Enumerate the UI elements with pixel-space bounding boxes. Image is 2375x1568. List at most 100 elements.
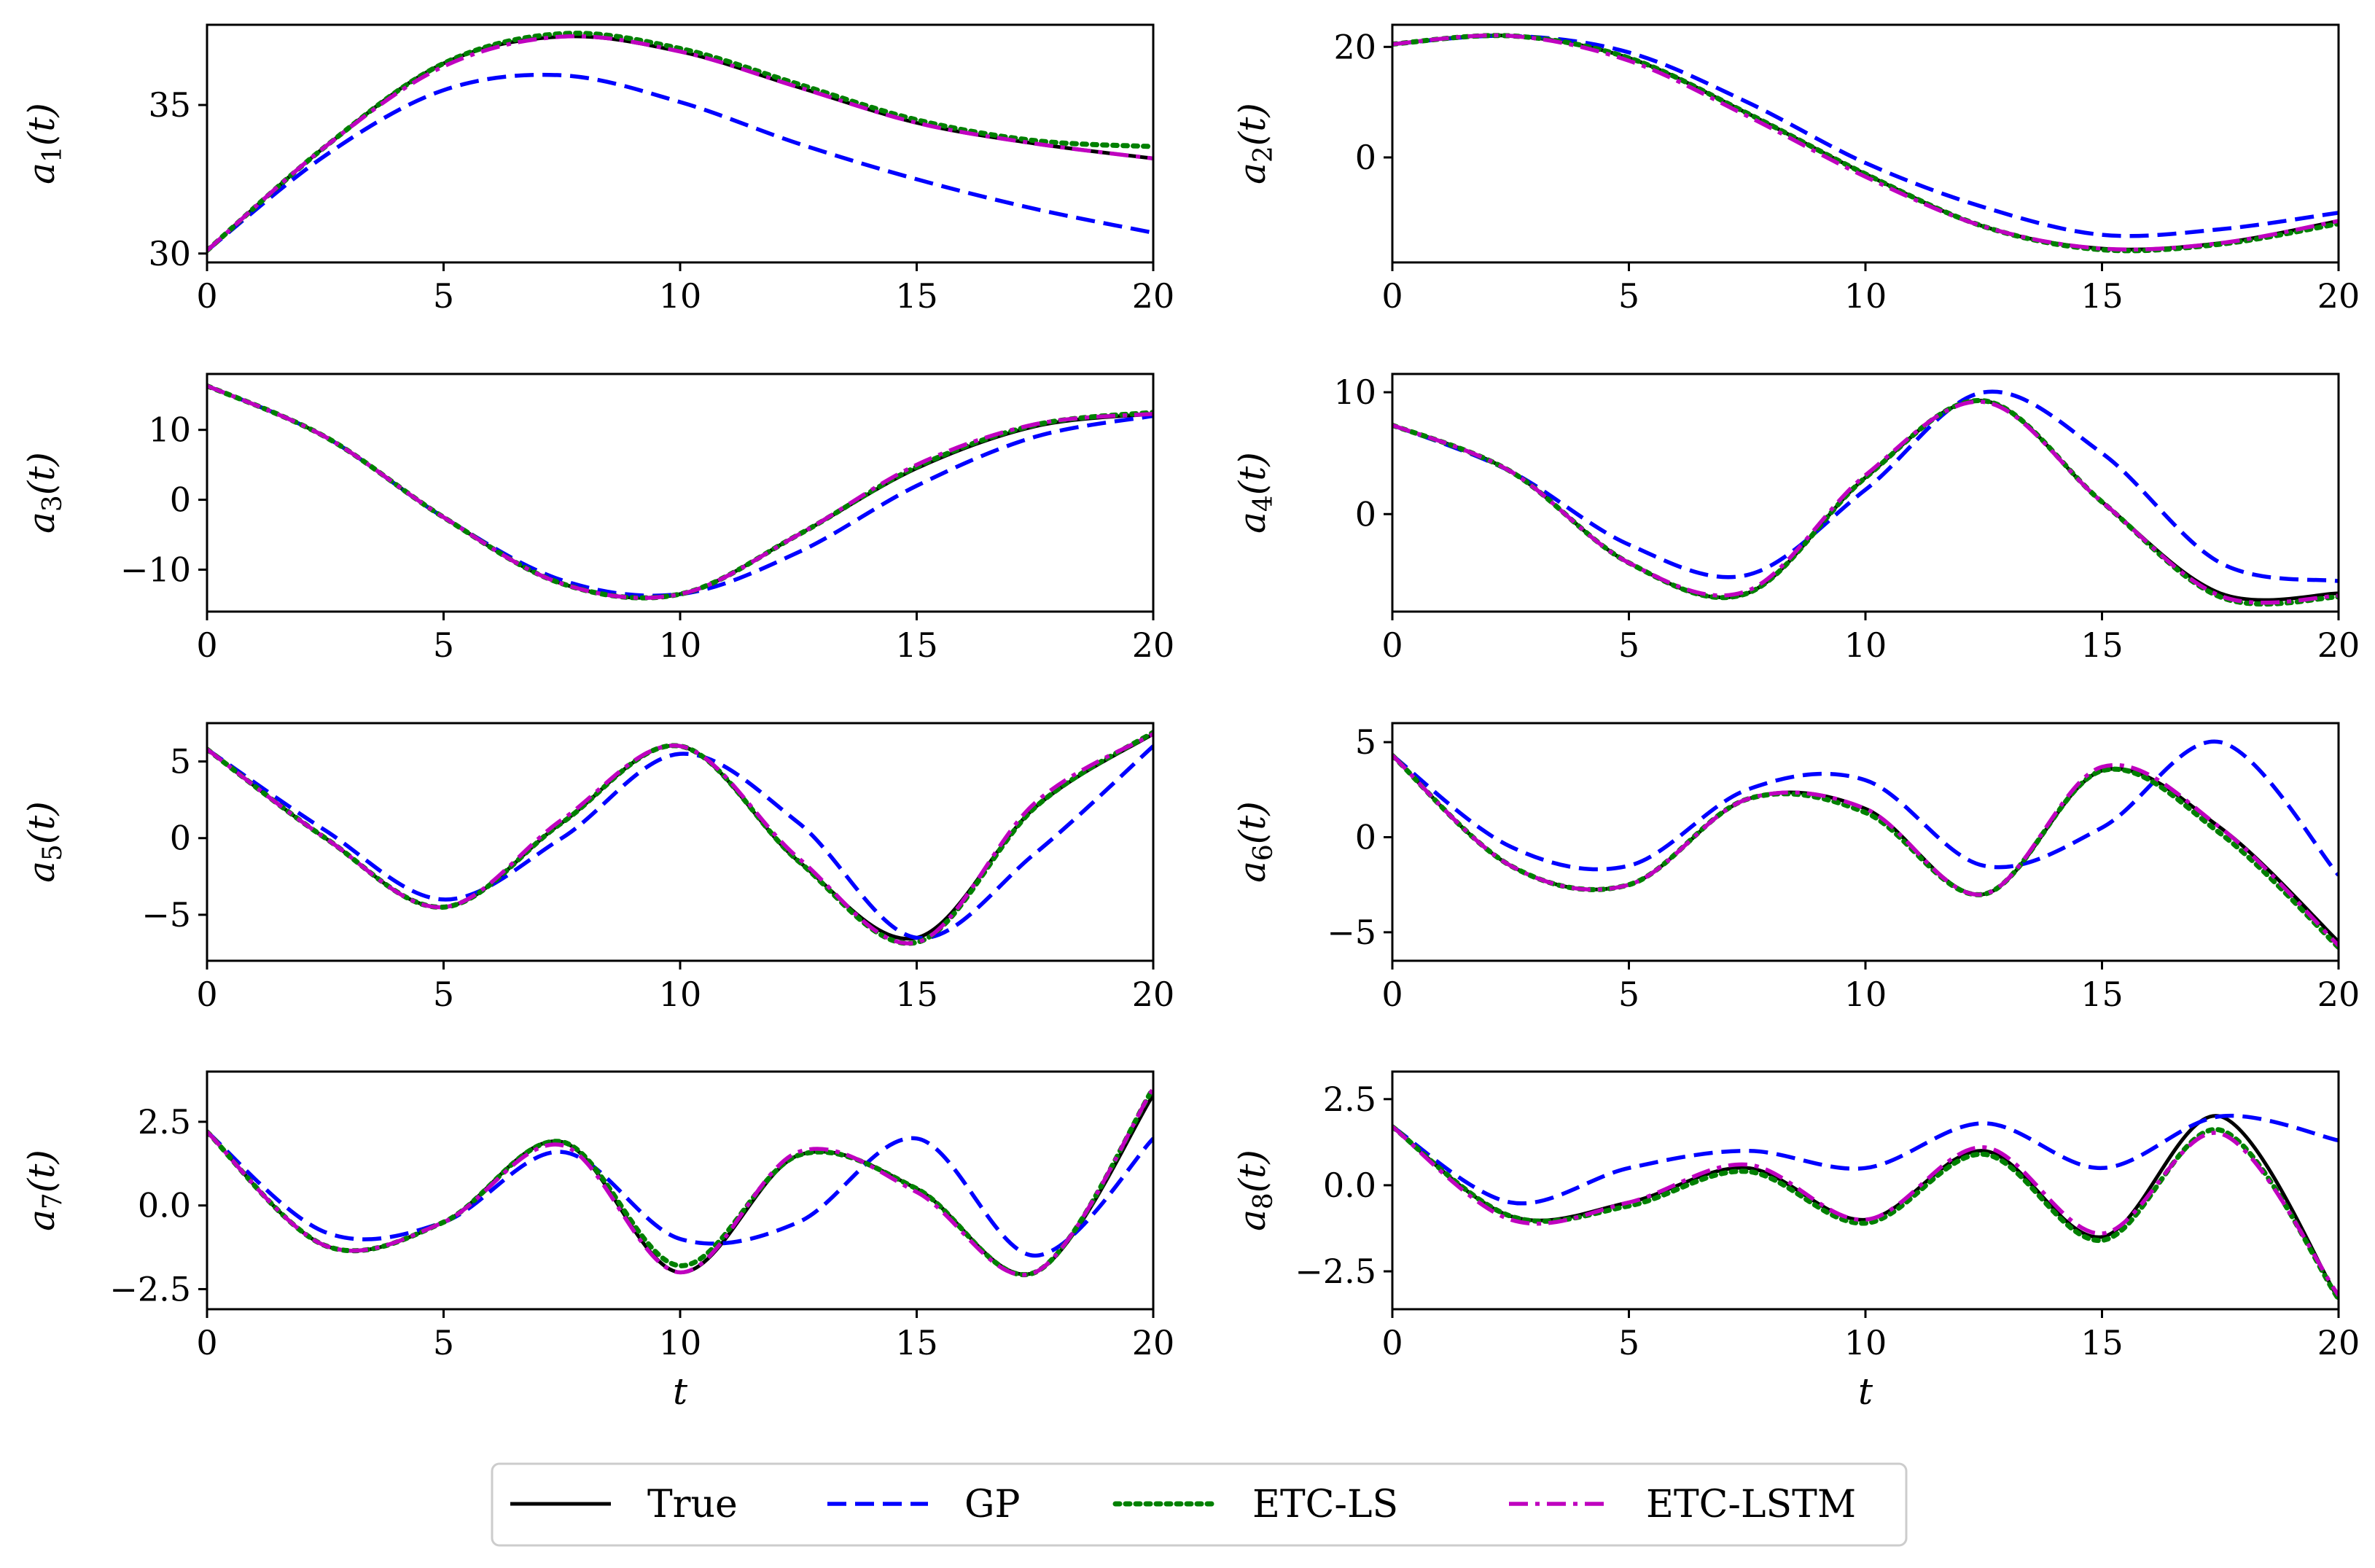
series-line-gp — [1392, 739, 2339, 877]
x-tick-label: 5 — [433, 276, 454, 316]
y-tick-label: 0 — [170, 480, 191, 520]
subplot-7: 0 5 10 15 20 −2.5 0.0 2.5 a7(t) t — [20, 1070, 1175, 1413]
y-tick-label: −2.5 — [109, 1269, 191, 1308]
series-line-etc-lstm — [207, 1087, 1153, 1277]
plot-frame — [1391, 23, 2340, 264]
subplot-1: 0 5 10 15 20 30 35 a1(t) — [20, 23, 1175, 316]
x-tick-label: 20 — [1132, 1323, 1175, 1362]
series-group — [1392, 1113, 2339, 1302]
series-line-gp — [207, 72, 1153, 252]
legend-entry-etc-lstm: ETC-LSTM — [1509, 1483, 1856, 1526]
x-tick-label: 20 — [2317, 276, 2360, 316]
x-tick-label: 20 — [1132, 276, 1175, 316]
series-line-true — [1392, 1114, 2339, 1300]
plot-frame — [206, 722, 1155, 962]
x-tick-label: 5 — [1618, 276, 1639, 316]
y-axis-label: a6(t) — [1231, 801, 1279, 883]
series-line-etc-lstm — [1392, 754, 2339, 948]
series-group — [207, 730, 1153, 946]
x-tick-label: 15 — [895, 276, 938, 316]
series-line-gp — [1392, 1113, 2339, 1206]
subplot-2: 0 5 10 15 20 0 20 a2(t) — [1231, 23, 2360, 316]
series-line-gp — [207, 383, 1153, 598]
y-tick-label: 0 — [1355, 817, 1376, 857]
x-tick-label: 10 — [659, 625, 702, 665]
series-line-etc-lstm — [207, 383, 1153, 600]
y-axis-label: a3(t) — [20, 452, 68, 534]
x-tick-label: 0 — [196, 276, 217, 316]
y-axis-label: a8(t) — [1231, 1150, 1279, 1231]
x-tick-label: 5 — [1618, 625, 1639, 665]
legend-label: True — [647, 1483, 738, 1526]
y-tick-label: −5 — [1327, 913, 1376, 952]
y-tick-label: 2.5 — [138, 1102, 191, 1142]
series-group — [1392, 389, 2339, 607]
x-axis-label: t — [1858, 1370, 1873, 1413]
plot-frame — [206, 23, 1155, 264]
x-tick-label: 20 — [2317, 975, 2360, 1014]
y-tick-label: 20 — [1333, 27, 1376, 66]
series-line-etc-lstm — [1392, 399, 2339, 605]
series-line-gp — [207, 1130, 1153, 1258]
x-tick-label: 15 — [895, 975, 938, 1014]
x-tick-label: 15 — [2080, 276, 2124, 316]
x-tick-label: 10 — [1844, 1323, 1887, 1362]
x-tick-label: 10 — [659, 1323, 702, 1362]
y-axis-label: a2(t) — [1231, 103, 1279, 184]
x-tick-label: 15 — [895, 625, 938, 665]
x-tick-label: 5 — [433, 975, 454, 1014]
series-line-etc-lstm — [1392, 33, 2339, 252]
x-tick-label: 5 — [433, 1323, 454, 1362]
plot-frame — [1391, 373, 2340, 613]
series-line-etc-lstm — [1392, 1125, 2339, 1297]
x-tick-label: 0 — [196, 625, 217, 665]
y-tick-label: −2.5 — [1295, 1252, 1376, 1291]
series-line-etc-ls — [207, 730, 1153, 946]
y-tick-label: 5 — [170, 742, 191, 781]
series-line-true — [207, 384, 1153, 600]
plot-frame — [206, 373, 1155, 613]
series-group — [207, 31, 1153, 254]
x-tick-label: 0 — [196, 1323, 217, 1362]
series-group — [1392, 739, 2339, 951]
series-line-etc-lstm — [207, 34, 1153, 252]
series-line-true — [207, 34, 1153, 252]
y-tick-label: 0 — [1355, 494, 1376, 534]
x-tick-label: 0 — [1381, 1323, 1403, 1362]
x-tick-label: 15 — [2080, 1323, 2124, 1362]
x-tick-label: 5 — [1618, 975, 1639, 1014]
legend-entry-true: True — [510, 1483, 738, 1526]
series-line-etc-lstm — [207, 732, 1153, 945]
subplot-4: 0 5 10 15 20 0 10 a4(t) — [1231, 373, 2360, 665]
series-line-true — [1392, 399, 2339, 602]
x-tick-label: 20 — [2317, 625, 2360, 665]
y-axis-label: a5(t) — [20, 801, 68, 883]
x-tick-label: 10 — [1844, 975, 1887, 1014]
x-tick-label: 15 — [895, 1323, 938, 1362]
x-tick-label: 10 — [659, 975, 702, 1014]
series-line-etc-ls — [1392, 1124, 2339, 1302]
x-tick-label: 20 — [1132, 625, 1175, 665]
legend-entry-etc-ls: ETC-LS — [1112, 1483, 1398, 1526]
x-tick-label: 0 — [196, 975, 217, 1014]
series-line-etc-ls — [1392, 398, 2339, 607]
y-axis-label: a4(t) — [1231, 452, 1279, 534]
series-line-true — [207, 732, 1153, 941]
y-tick-label: 10 — [1333, 373, 1376, 412]
x-tick-label: 0 — [1381, 625, 1403, 665]
legend: True GP ETC-LS ETC-LSTM — [491, 1462, 1908, 1547]
subplot-5: 0 5 10 15 20 −5 0 5 a5(t) — [20, 722, 1174, 1014]
x-tick-label: 10 — [659, 276, 702, 316]
series-group — [207, 383, 1153, 601]
y-axis-label: a1(t) — [20, 103, 68, 184]
y-tick-label: −10 — [120, 550, 191, 589]
x-tick-label: 0 — [1381, 276, 1403, 316]
y-tick-label: −5 — [141, 895, 191, 935]
y-tick-label: 2.5 — [1323, 1080, 1376, 1119]
x-tick-label: 10 — [1844, 625, 1887, 665]
series-line-true — [1392, 34, 2339, 251]
x-tick-label: 15 — [2080, 975, 2124, 1014]
y-tick-label: 0.0 — [1323, 1166, 1376, 1205]
